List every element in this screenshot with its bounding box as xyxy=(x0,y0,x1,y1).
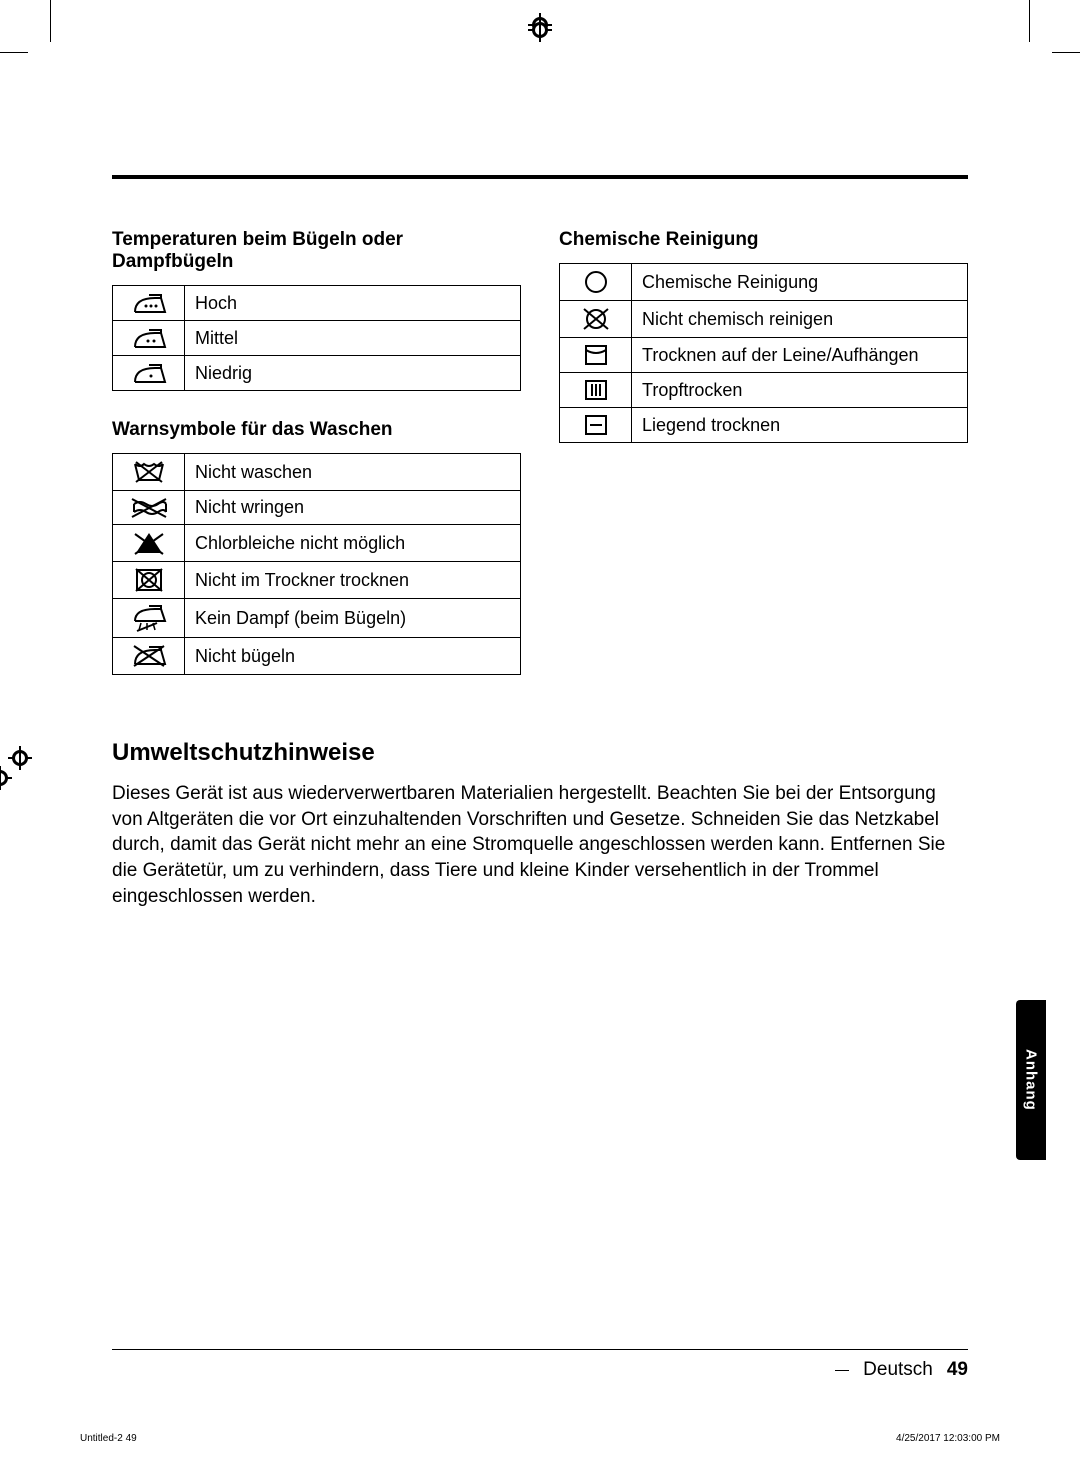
table-cell: Nicht bügeln xyxy=(185,638,521,675)
registration-mark-icon xyxy=(0,768,10,788)
page-content: Temperaturen beim Bügeln oder Dampfbügel… xyxy=(112,175,968,1356)
table-cell: Chlorbleiche nicht möglich xyxy=(185,525,521,562)
table-row: Niedrig xyxy=(113,356,521,391)
table-cell: Liegend trocknen xyxy=(632,408,968,443)
warnings-table: Nicht waschen Nicht wringen Chlorbleiche… xyxy=(112,453,521,675)
table-cell: Nicht waschen xyxy=(185,454,521,491)
table-row: Chlorbleiche nicht möglich xyxy=(113,525,521,562)
environment-body: Dieses Gerät ist aus wiederverwertbaren … xyxy=(112,781,968,909)
page-footer: Deutsch 49 xyxy=(112,1359,968,1381)
environment-heading: Umweltschutzhinweise xyxy=(112,739,968,767)
table-cell: Tropftrocken xyxy=(632,373,968,408)
registration-mark-icon xyxy=(10,748,30,768)
crop-mark xyxy=(50,0,51,42)
left-column: Temperaturen beim Bügeln oder Dampfbügel… xyxy=(112,229,521,703)
table-row: Hoch xyxy=(113,286,521,321)
registration-mark-icon xyxy=(530,20,550,40)
no-tumble-icon xyxy=(113,562,185,599)
table-cell: Hoch xyxy=(185,286,521,321)
horizontal-rule xyxy=(112,175,968,179)
iron-med-icon xyxy=(113,321,185,356)
table-row: Liegend trocknen xyxy=(560,408,968,443)
crop-mark xyxy=(1052,52,1080,53)
no-wring-icon xyxy=(113,491,185,525)
footer-page-number: 49 xyxy=(947,1359,968,1381)
table-row: Nicht bügeln xyxy=(113,638,521,675)
table-row: Nicht waschen xyxy=(113,454,521,491)
table-row: Chemische Reinigung xyxy=(560,264,968,301)
table-cell: Nicht wringen xyxy=(185,491,521,525)
table-cell: Kein Dampf (beim Bügeln) xyxy=(185,599,521,638)
crop-mark xyxy=(1029,0,1030,42)
drip-dry-icon xyxy=(560,373,632,408)
footer-lang: Deutsch xyxy=(863,1359,933,1381)
table-cell: Nicht chemisch reinigen xyxy=(632,301,968,338)
table-row: Mittel xyxy=(113,321,521,356)
table-cell: Chemische Reinigung xyxy=(632,264,968,301)
warnings-heading: Warnsymbole für das Waschen xyxy=(112,419,521,441)
table-cell: Mittel xyxy=(185,321,521,356)
print-slug: Untitled-2 49 4/25/2017 12:03:00 PM xyxy=(80,1433,1000,1444)
drycleaning-table: Chemische Reinigung Nicht chemisch reini… xyxy=(559,263,968,443)
table-cell: Trocknen auf der Leine/Aufhängen xyxy=(632,338,968,373)
slug-right: 4/25/2017 12:03:00 PM xyxy=(896,1433,1000,1444)
table-row: Tropftrocken xyxy=(560,373,968,408)
footer-dash xyxy=(835,1370,849,1371)
dryclean-icon xyxy=(560,264,632,301)
table-cell: Niedrig xyxy=(185,356,521,391)
table-row: Trocknen auf der Leine/Aufhängen xyxy=(560,338,968,373)
side-tab: Anhang xyxy=(1016,1000,1046,1160)
drycleaning-heading: Chemische Reinigung xyxy=(559,229,968,251)
table-row: Nicht wringen xyxy=(113,491,521,525)
slug-left: Untitled-2 49 xyxy=(80,1433,137,1444)
table-row: Kein Dampf (beim Bügeln) xyxy=(113,599,521,638)
no-wash-icon xyxy=(113,454,185,491)
ironing-heading: Temperaturen beim Bügeln oder Dampfbügel… xyxy=(112,229,521,273)
footer-rule xyxy=(112,1349,968,1350)
no-dryclean-icon xyxy=(560,301,632,338)
right-column: Chemische Reinigung Chemische Reinigung … xyxy=(559,229,968,703)
flat-dry-icon xyxy=(560,408,632,443)
table-row: Nicht im Trockner trocknen xyxy=(113,562,521,599)
crop-mark xyxy=(0,52,28,53)
iron-low-icon xyxy=(113,356,185,391)
iron-high-icon xyxy=(113,286,185,321)
line-dry-icon xyxy=(560,338,632,373)
table-cell: Nicht im Trockner trocknen xyxy=(185,562,521,599)
table-row: Nicht chemisch reinigen xyxy=(560,301,968,338)
no-steam-icon xyxy=(113,599,185,638)
ironing-table: Hoch Mittel Niedrig xyxy=(112,285,521,391)
no-iron-icon xyxy=(113,638,185,675)
no-bleach-icon xyxy=(113,525,185,562)
